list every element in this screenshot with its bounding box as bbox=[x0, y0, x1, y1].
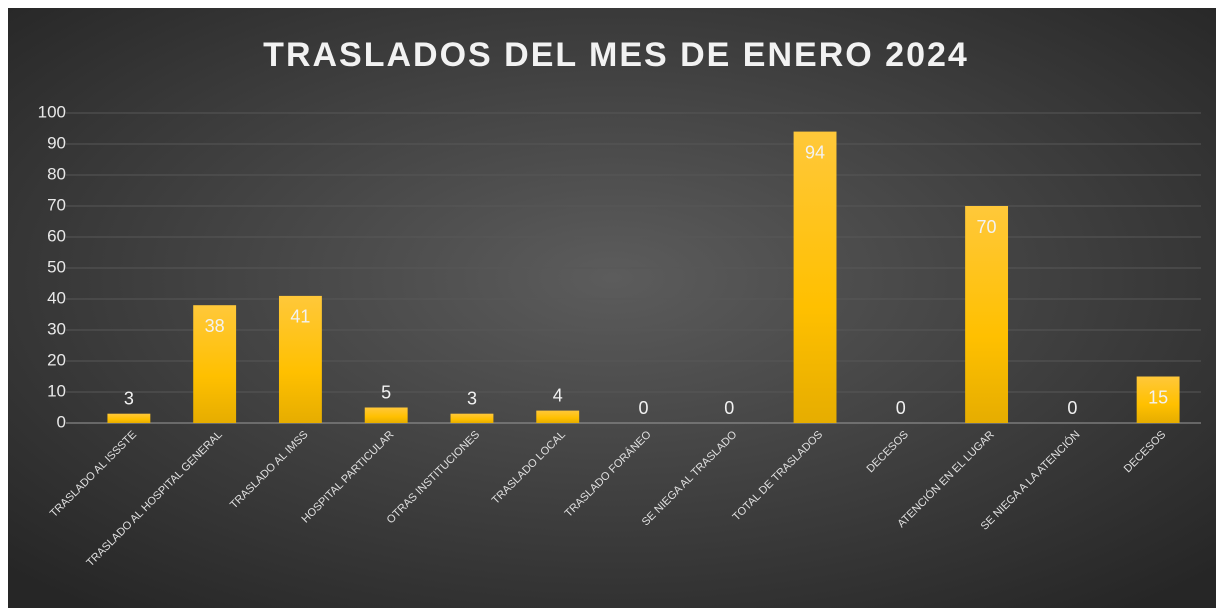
data-label: 0 bbox=[1067, 398, 1077, 418]
data-label: 70 bbox=[977, 217, 997, 237]
data-label: 3 bbox=[467, 388, 477, 408]
chart-title: TRASLADOS DEL MES DE ENERO 2024 bbox=[263, 36, 969, 74]
bar bbox=[536, 410, 580, 423]
data-label: 4 bbox=[553, 385, 563, 405]
bar bbox=[278, 295, 322, 423]
data-label: 38 bbox=[205, 316, 225, 336]
y-tick-label: 60 bbox=[47, 226, 66, 245]
chart-background bbox=[8, 8, 1216, 608]
data-label: 0 bbox=[896, 398, 906, 418]
data-label: 5 bbox=[381, 382, 391, 402]
y-tick-label: 40 bbox=[47, 288, 66, 307]
data-label: 0 bbox=[724, 398, 734, 418]
y-tick-label: 20 bbox=[47, 350, 66, 369]
y-tick-label: 50 bbox=[47, 257, 66, 276]
data-label: 15 bbox=[1148, 387, 1168, 407]
data-label: 41 bbox=[290, 307, 310, 327]
bar bbox=[193, 305, 237, 423]
y-tick-label: 70 bbox=[47, 195, 66, 214]
data-label: 94 bbox=[805, 142, 825, 162]
data-label: 0 bbox=[638, 398, 648, 418]
y-tick-label: 10 bbox=[47, 381, 66, 400]
y-tick-label: 100 bbox=[38, 102, 66, 121]
bar bbox=[364, 407, 408, 423]
bar bbox=[1136, 376, 1180, 423]
y-tick-label: 30 bbox=[47, 319, 66, 338]
bar bbox=[793, 131, 837, 423]
data-label: 3 bbox=[124, 388, 134, 408]
bar bbox=[450, 413, 494, 423]
y-tick-label: 90 bbox=[47, 133, 66, 152]
bar bbox=[965, 206, 1009, 423]
bar bbox=[107, 413, 151, 423]
y-tick-label: 80 bbox=[47, 164, 66, 183]
y-tick-label: 0 bbox=[57, 412, 66, 431]
